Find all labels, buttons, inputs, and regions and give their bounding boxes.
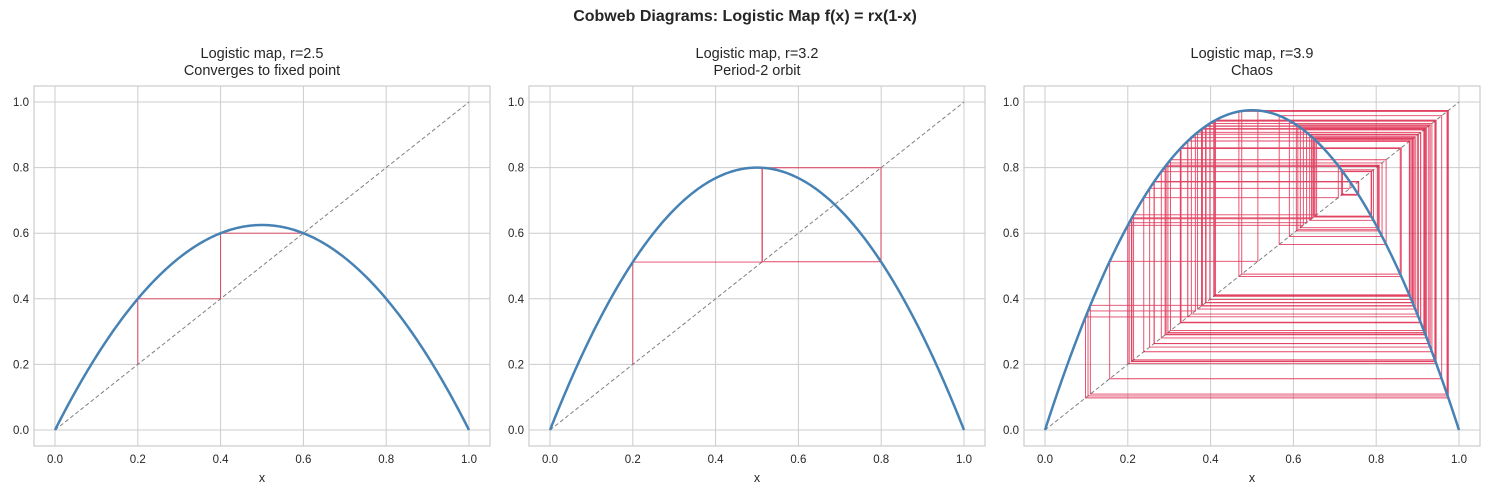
identity-line (54, 101, 470, 431)
panel-3-title: Logistic map, r=3.9 Chaos (1024, 46, 1480, 80)
axes-frame (33, 85, 491, 447)
y-tick-label: 0.6 (13, 228, 29, 240)
x-tick-label: 0.8 (378, 454, 394, 466)
x-tick-label: 0.2 (625, 454, 641, 466)
x-tick-label: 1.0 (956, 454, 972, 466)
cobweb-path (632, 167, 882, 365)
x-tick-label: 1.0 (461, 454, 477, 466)
panel-2-title: Logistic map, r=3.2 Period-2 orbit (529, 46, 985, 80)
x-tick-label: 0.4 (213, 454, 230, 466)
logistic-curve (548, 166, 966, 431)
logistic-curve (1043, 108, 1461, 431)
y-tick-label: 0.0 (508, 425, 524, 437)
y-tick-label: 0.8 (13, 163, 29, 175)
x-axis-label: x (1249, 471, 1256, 485)
x-tick-label: 0.6 (1285, 454, 1301, 466)
y-tick-label: 1.0 (13, 97, 29, 109)
x-tick-label: 0.0 (542, 454, 558, 466)
panel-2-title-line2: Period-2 orbit (713, 63, 801, 79)
y-tick-label: 0.0 (13, 425, 29, 437)
x-tick-label: 0.6 (295, 454, 311, 466)
panel-3-axes: 0.0 0.2 0.4 0.6 0.8 1.0 0.0 0.2 0.4 0.6 0.8 1.0 x (1003, 85, 1481, 485)
panel-1-title-line1: Logistic map, r=2.5 (200, 46, 324, 62)
y-tick-label: 0.2 (508, 359, 524, 371)
x-tick-label: 0.4 (1203, 454, 1220, 466)
panel-1-title-line2: Converges to fixed point (183, 63, 341, 79)
panel-2-title-line1: Logistic map, r=3.2 (695, 46, 819, 62)
panel-1-axes: 0.0 0.2 0.4 0.6 0.8 1.0 0.0 0.2 0.4 0.6 0.8 1.0 x (13, 85, 491, 485)
logistic-curve (53, 223, 471, 431)
axes-frame (528, 85, 986, 447)
x-axis-label: x (754, 471, 761, 485)
y-tick-label: 0.6 (1003, 228, 1019, 240)
x-tick-label: 0.2 (1120, 454, 1136, 466)
x-tick-label: 0.8 (1368, 454, 1384, 466)
y-tick-label: 0.2 (13, 359, 29, 371)
grid-lines (1024, 86, 1480, 446)
x-tick-label: 0.4 (708, 454, 725, 466)
y-tick-label: 0.6 (508, 228, 524, 240)
cobweb-path (1085, 110, 1449, 399)
x-tick-label: 0.0 (1037, 454, 1053, 466)
x-tick-label: 0.6 (790, 454, 806, 466)
identity-line (549, 101, 965, 431)
identity-line (1044, 101, 1460, 431)
x-tick-label: 1.0 (1451, 454, 1467, 466)
y-tick-label: 0.4 (508, 294, 525, 306)
axes-frame (1023, 85, 1481, 447)
x-tick-label: 0.2 (130, 454, 146, 466)
panel-3-title-line2: Chaos (1231, 63, 1273, 79)
y-tick-label: 1.0 (1003, 97, 1019, 109)
x-tick-label: 0.8 (873, 454, 889, 466)
panel-2-axes: 0.0 0.2 0.4 0.6 0.8 1.0 0.0 0.2 0.4 0.6 0.8 1.0 x (508, 85, 986, 485)
figure-suptitle: Cobweb Diagrams: Logistic Map f(x) = rx(… (573, 8, 917, 25)
x-tick-label: 0.0 (47, 454, 63, 466)
y-tick-label: 0.8 (508, 163, 524, 175)
grid-lines (34, 86, 490, 446)
x-axis-label: x (259, 471, 266, 485)
y-tick-label: 0.8 (1003, 163, 1019, 175)
panel-1-title: Logistic map, r=2.5 Converges to fixed p… (34, 46, 490, 80)
y-tick-label: 0.4 (13, 294, 30, 306)
y-tick-label: 1.0 (508, 97, 524, 109)
cobweb-path (137, 232, 304, 365)
panel-3-title-line1: Logistic map, r=3.9 (1190, 46, 1314, 62)
y-tick-label: 0.2 (1003, 359, 1019, 371)
y-tick-label: 0.0 (1003, 425, 1019, 437)
y-tick-label: 0.4 (1003, 294, 1020, 306)
